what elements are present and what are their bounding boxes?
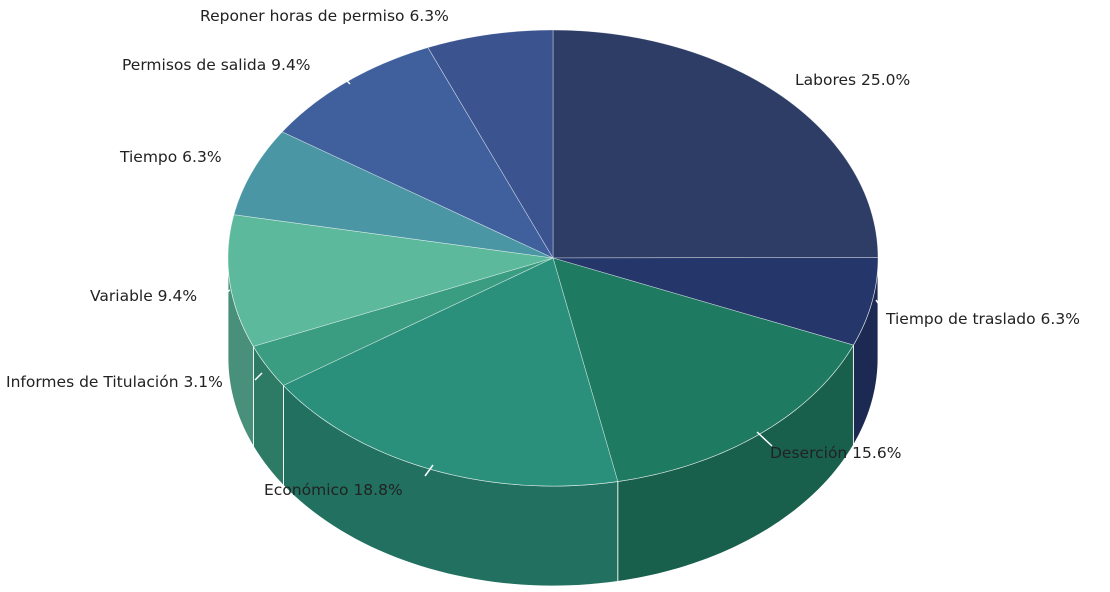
slice-label-variable: Variable 9.4% [90, 287, 197, 305]
slice-label-reponer-horas-de-permiso: Reponer horas de permiso 6.3% [200, 7, 449, 25]
leader-line-tiempo [231, 169, 241, 179]
leader-line-permisos-de-salida [341, 75, 351, 85]
slice-label-tiempo: Tiempo 6.3% [119, 148, 222, 166]
leader-line-tiempo-de-traslado [875, 299, 885, 313]
leader-line-economico [424, 464, 434, 477]
leader-line-variable [223, 289, 231, 295]
pie-slice-reponer-horas-de-permiso [427, 29, 554, 260]
slice-label-economico: Económico 18.8% [264, 481, 403, 499]
slice-label-permisos-de-salida: Permisos de salida 9.4% [122, 56, 311, 74]
pie-slice-tiempo [233, 131, 554, 259]
pie-slice-tiempo-de-traslado [552, 256, 879, 346]
pie-slice-variable [227, 214, 554, 347]
slice-label-tiempo-de-traslado: Tiempo de traslado 6.3% [885, 310, 1080, 328]
slice-label-informes-de-titulacion: Informes de Titulación 3.1% [6, 373, 223, 391]
pie-slice-informes-de-titulacion [252, 257, 554, 386]
slice-label-desercion: Deserción 15.6% [770, 444, 901, 462]
leader-line-informes-de-titulacion [254, 372, 263, 381]
leader-line-reponer-horas-de-permiso [447, 25, 453, 33]
pie-slice-labores [552, 29, 879, 259]
pie-slice-permisos-de-salida [281, 47, 554, 259]
leader-line-desercion [756, 431, 773, 447]
slice-label-labores: Labores 25.0% [795, 71, 910, 89]
